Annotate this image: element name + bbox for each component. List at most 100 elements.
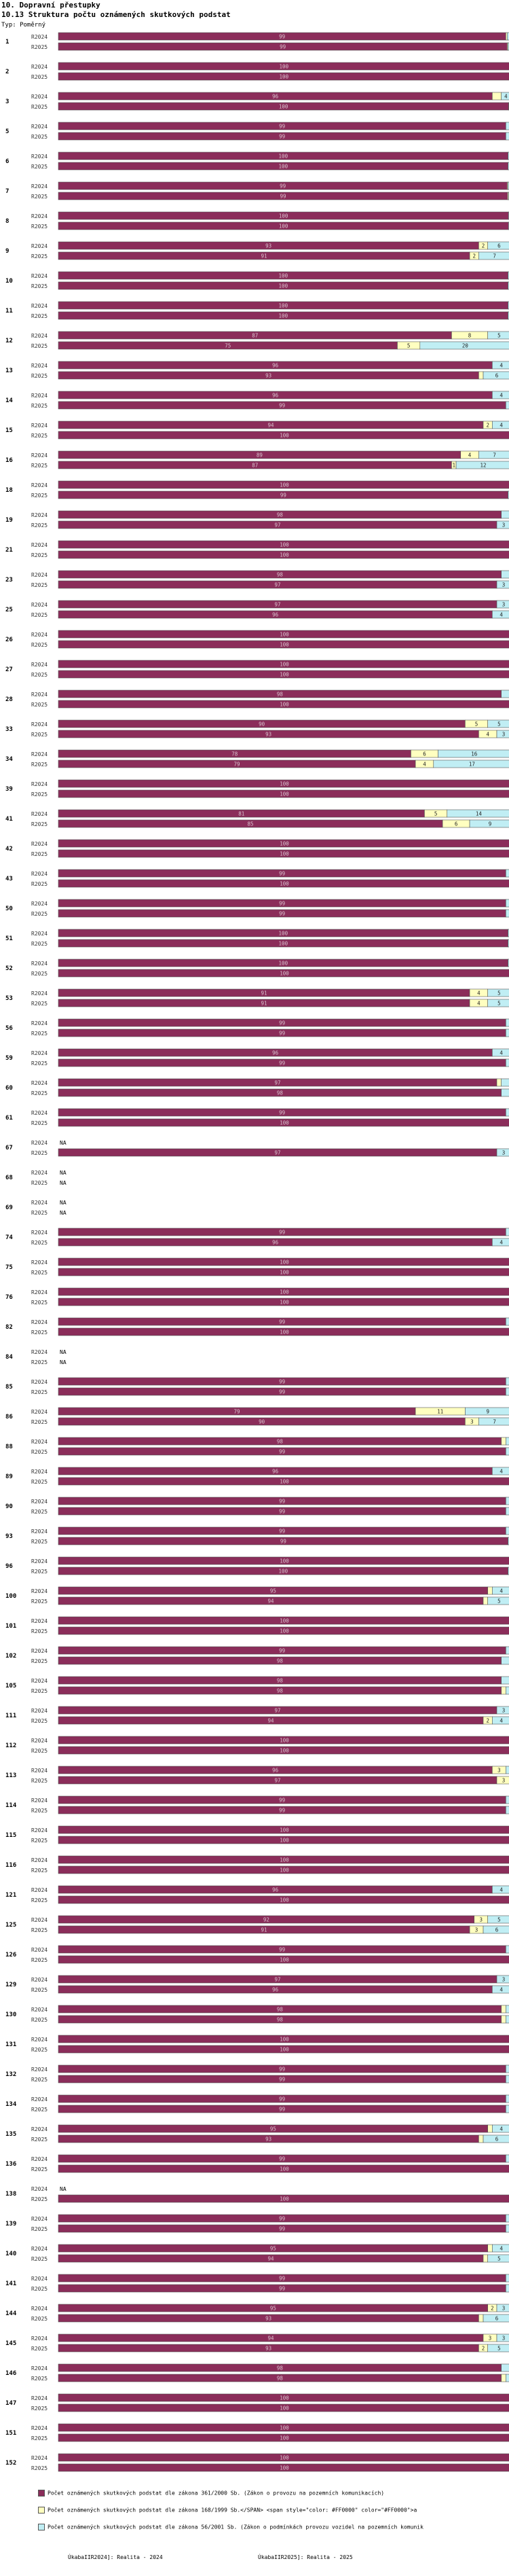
- data-label: 96: [272, 1768, 279, 1774]
- data-label: 96: [272, 1987, 279, 1993]
- year-label: R2024: [31, 990, 48, 997]
- data-label: 91: [261, 1001, 267, 1007]
- group-label: 84: [5, 1354, 13, 1361]
- bar-segment: [496, 2333, 509, 2342]
- bar-segment: [501, 690, 509, 698]
- data-label: 3: [502, 1977, 506, 1983]
- legend-swatch-1: [38, 2490, 45, 2497]
- group-label: 13: [5, 368, 13, 374]
- bar-segment: [508, 271, 509, 280]
- year-label: R2025: [31, 1479, 48, 1485]
- data-label: 99: [279, 2107, 285, 2113]
- bar-segment: [508, 181, 509, 190]
- year-label: R2025: [31, 2256, 48, 2262]
- legend-label-3: Počet oznámených skutkových podstat dle …: [48, 2524, 423, 2530]
- data-label: 4: [499, 2246, 503, 2252]
- legend-swatch-3: [38, 2524, 45, 2530]
- group-label: 34: [5, 756, 13, 763]
- year-label: R2025: [31, 702, 48, 708]
- bar-segment: [501, 2005, 506, 2014]
- data-label: 96: [272, 1469, 279, 1475]
- data-label: 6: [423, 751, 426, 757]
- data-label: 4: [499, 1588, 503, 1594]
- data-label: 90: [259, 721, 265, 728]
- group-label: 33: [5, 726, 13, 733]
- year-label: R2024: [31, 1618, 48, 1624]
- data-label: 100: [279, 213, 288, 219]
- bar-segment: [501, 1437, 506, 1446]
- bar-segment: [58, 2164, 509, 2173]
- year-label: R2024: [31, 2425, 48, 2431]
- year-label: R2025: [31, 493, 48, 499]
- data-label: 100: [280, 2455, 289, 2461]
- data-label: 94: [268, 2336, 275, 2342]
- year-label: R2025: [31, 1658, 48, 1664]
- bar-segment: [58, 1298, 509, 1306]
- bar-segment: [58, 1626, 509, 1635]
- data-label: 100: [280, 1558, 289, 1564]
- year-label: R2024: [31, 2365, 48, 2372]
- year-label: R2024: [31, 1409, 48, 1415]
- year-label: R2024: [31, 2276, 48, 2282]
- group-label: 1: [5, 39, 9, 46]
- year-label: R2025: [31, 2465, 48, 2471]
- data-label: 9: [486, 1409, 489, 1415]
- bar-segment: [506, 1437, 509, 1446]
- year-label: R2024: [31, 423, 48, 429]
- group-label: 28: [5, 696, 13, 703]
- data-label: 95: [270, 2126, 276, 2132]
- year-label: R2025: [31, 2405, 48, 2412]
- data-label: 3: [502, 602, 506, 608]
- year-label: R2024: [31, 721, 48, 728]
- bar-segment: [58, 2433, 509, 2442]
- data-label: 100: [280, 1300, 289, 1306]
- data-label: 100: [279, 961, 288, 967]
- year-label: R2025: [31, 971, 48, 977]
- bar-segment: [492, 391, 509, 399]
- data-label: 2: [486, 1718, 489, 1724]
- bar-segment: [508, 301, 509, 310]
- bar-segment: [506, 1497, 509, 1505]
- bar-segment: [478, 2134, 484, 2143]
- data-label: 98: [277, 2017, 284, 2023]
- year-label: R2024: [31, 781, 48, 787]
- data-label: 98: [277, 2365, 284, 2372]
- bar-segment: [58, 1118, 509, 1127]
- data-label: 90: [259, 1419, 265, 1425]
- group-label: 11: [5, 308, 13, 315]
- bar-segment: [58, 2035, 509, 2043]
- year-label: R2025: [31, 821, 48, 827]
- data-label: 99: [279, 2216, 285, 2222]
- group-label: 10: [5, 278, 13, 285]
- year-label: R2024: [31, 632, 48, 638]
- bar-segment: [496, 1078, 502, 1087]
- year-label: R2025: [31, 672, 48, 678]
- na-label: NA: [60, 1349, 67, 1355]
- year-label: R2025: [31, 373, 48, 379]
- bar-segment: [496, 2304, 509, 2312]
- page-title: 10. Dopravní přestupky: [1, 1, 100, 10]
- group-label: 102: [5, 1653, 16, 1660]
- bar-segment: [506, 1806, 509, 1814]
- data-label: 99: [279, 1389, 285, 1395]
- group-label: 96: [5, 1563, 13, 1570]
- year-label: R2025: [31, 1449, 48, 1455]
- data-label: 99: [279, 2156, 285, 2162]
- data-label: 100: [280, 64, 289, 70]
- bar-segment: [478, 1417, 509, 1426]
- data-label: 4: [486, 732, 489, 738]
- data-label: 100: [280, 1329, 289, 1336]
- data-label: 5: [497, 2346, 501, 2352]
- year-label: R2025: [31, 881, 48, 887]
- data-label: 7: [493, 253, 496, 260]
- data-label: 99: [279, 1449, 285, 1455]
- bar-segment: [508, 939, 509, 948]
- data-label: 94: [268, 1718, 275, 1724]
- group-label: 59: [5, 1055, 13, 1062]
- bar-segment: [506, 2075, 509, 2083]
- bar-segment: [506, 1766, 509, 1774]
- data-label: 100: [280, 1259, 289, 1266]
- bar-segment: [492, 1885, 509, 1894]
- year-label: R2025: [31, 74, 48, 80]
- bar-segment: [58, 1825, 509, 1834]
